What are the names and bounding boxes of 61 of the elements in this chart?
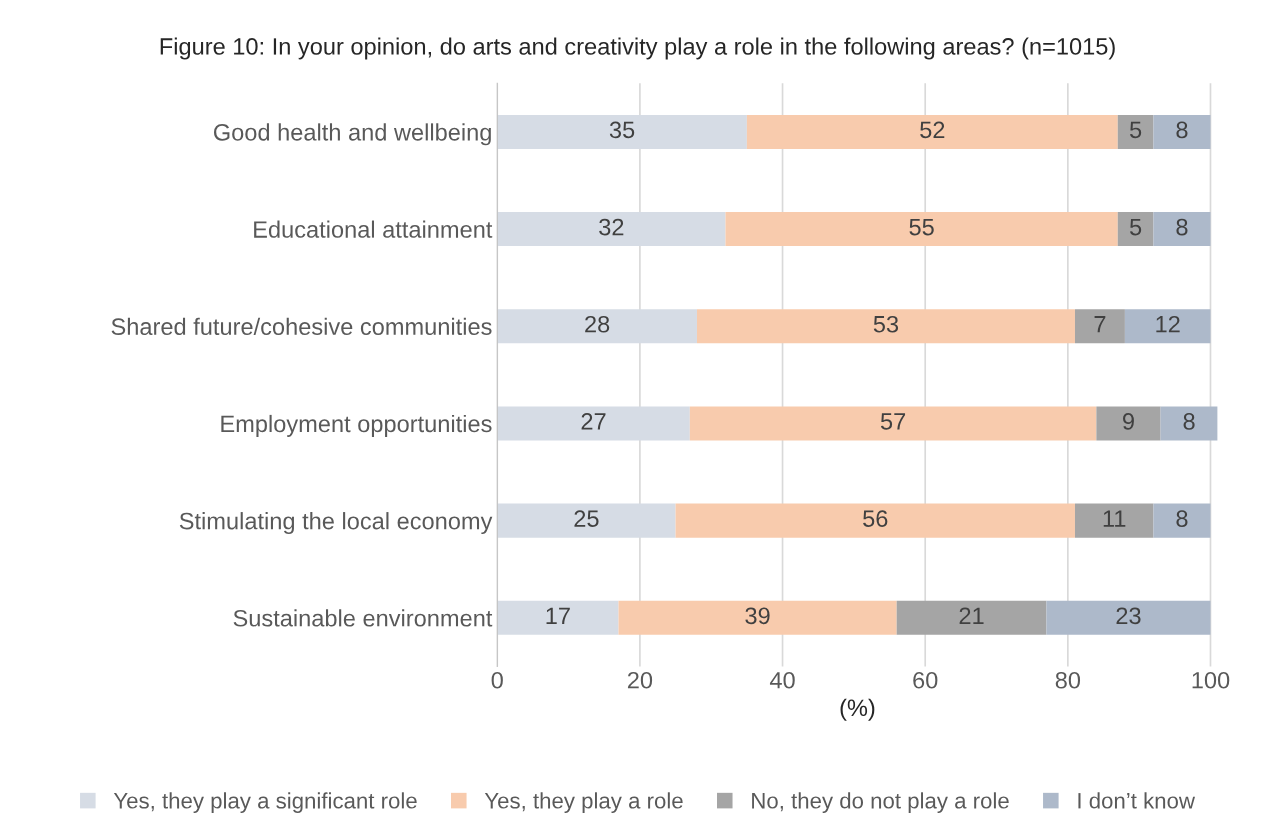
bar: [725, 212, 1118, 247]
legend-label: No, they do not play a role: [752, 792, 1009, 813]
bar: [618, 600, 897, 635]
data-label: 8: [1176, 510, 1188, 527]
bar: [746, 114, 1118, 149]
bar: [696, 309, 1075, 344]
data-label: 11: [1103, 510, 1126, 527]
x-tick-label: 40: [769, 671, 795, 689]
y-tick-label: Good health and wellbeing: [213, 123, 491, 146]
x-tick-label: 80: [1055, 671, 1081, 689]
data-label: 25: [574, 510, 599, 527]
chart-title: Figure 10: In your opinion, do arts and creativity play a role in the following areas? (n=1015): [160, 37, 1115, 60]
bar: [1117, 212, 1154, 247]
x-tick-label: 20: [627, 671, 653, 689]
bar: [1160, 406, 1218, 441]
data-label: 12: [1156, 315, 1180, 333]
bar: [1117, 114, 1154, 149]
data-label: 23: [1116, 607, 1141, 625]
bar: [1074, 503, 1154, 538]
data-label: 53: [873, 315, 899, 333]
bar: [1124, 309, 1211, 344]
data-label: 55: [909, 218, 934, 236]
data-label: 17: [546, 607, 570, 624]
bar: [896, 600, 1047, 635]
y-tick-label: Educational attainment: [254, 220, 493, 238]
y-tick-label: Employment opportunities: [221, 414, 492, 437]
data-label: 32: [599, 218, 624, 236]
x-tick-label: 60: [913, 671, 938, 689]
data-label: 28: [585, 315, 610, 333]
data-label: 39: [745, 607, 770, 625]
legend-label: Yes, they play a significant role: [113, 792, 417, 813]
data-label: 7: [1094, 316, 1106, 333]
x-tick-label: 0: [491, 671, 503, 689]
data-label: 57: [880, 413, 906, 430]
data-label: 9: [1123, 413, 1134, 430]
bar: [1153, 114, 1211, 149]
data-label: 21: [959, 607, 984, 624]
data-label: 35: [609, 121, 635, 139]
legend-label: I don’t know: [1078, 792, 1196, 809]
bar: [1074, 309, 1125, 344]
data-label: 5: [1129, 121, 1142, 139]
bar: [1153, 503, 1211, 538]
y-tick-label: Stimulating the local economy: [179, 512, 493, 535]
data-label: 8: [1176, 218, 1188, 236]
data-label: 52: [920, 121, 945, 139]
bar: [497, 600, 619, 635]
bar: [689, 406, 1097, 441]
bar: [675, 503, 1075, 538]
y-tick-label: Shared future/cohesive communities: [111, 317, 492, 336]
data-label: 8: [1183, 413, 1195, 430]
bar: [1153, 212, 1211, 247]
x-axis-title: (%): [840, 698, 875, 721]
data-label: 8: [1176, 121, 1188, 139]
bar: [1096, 406, 1161, 441]
legend-label: Yes, they play a role: [484, 792, 683, 813]
data-label: 56: [863, 510, 888, 527]
x-tick-label: 100: [1192, 671, 1230, 689]
data-label: 27: [581, 413, 606, 430]
bar: [1046, 600, 1211, 635]
y-tick-label: Sustainable environment: [233, 609, 493, 627]
data-label: 5: [1129, 218, 1142, 236]
